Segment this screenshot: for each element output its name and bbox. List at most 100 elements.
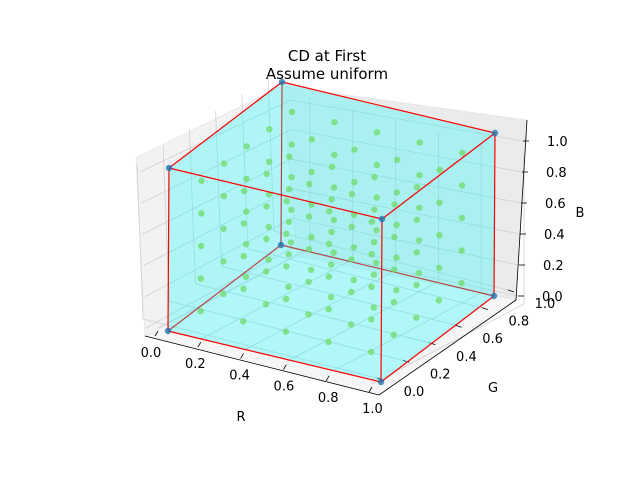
- scatter-point: [416, 172, 423, 179]
- cube-edge: [381, 132, 496, 220]
- scatter-point: [368, 218, 376, 225]
- gridline: [141, 129, 292, 204]
- scatter-point: [415, 269, 423, 277]
- y-tick-label: 0.8: [508, 315, 529, 330]
- z-axis-label: B: [576, 206, 585, 221]
- chart-title-line-2: Assume uniform: [266, 65, 388, 83]
- scatter-point: [197, 242, 205, 250]
- scatter-point: [285, 218, 293, 225]
- scatter-point: [305, 311, 312, 318]
- scatter-point: [265, 158, 273, 165]
- scatter-point: [305, 213, 313, 220]
- cube-faces: [168, 82, 495, 382]
- x-tick: [325, 375, 330, 382]
- scatter-point: [243, 175, 250, 183]
- scatter-point: [325, 240, 333, 248]
- scatter-point: [262, 268, 270, 275]
- scatter-point: [368, 283, 375, 290]
- scatter-point: [285, 186, 293, 193]
- chart-title-line-1: CD at First: [288, 47, 366, 65]
- scatter-point: [348, 223, 355, 230]
- scatter-point: [305, 246, 313, 253]
- gridline: [291, 129, 523, 173]
- scatter-point: [413, 184, 421, 191]
- z-tick-label: 0.2: [543, 259, 564, 274]
- scatter-point: [367, 348, 375, 356]
- scatter-point: [373, 227, 380, 234]
- scatter-point: [220, 225, 227, 232]
- gridline: [144, 218, 292, 298]
- scatter-point: [263, 170, 270, 177]
- axis-tick-labels: 0.00.20.40.60.81.00.00.20.40.60.81.00.00…: [141, 135, 568, 417]
- scatter-point: [391, 233, 398, 241]
- scatter-point: [416, 139, 423, 146]
- gridline: [195, 283, 430, 344]
- scatter-point: [351, 146, 358, 153]
- scatter-point: [240, 187, 248, 195]
- scatter-point: [243, 208, 250, 215]
- gridline: [286, 281, 439, 362]
- scatter-point: [328, 261, 335, 268]
- scatter-point: [327, 294, 335, 301]
- scatter-point: [263, 235, 270, 243]
- scatter-point: [243, 143, 250, 150]
- cube-back-edges: [167, 81, 495, 332]
- scatter-point: [306, 180, 313, 188]
- scatter-point: [393, 189, 401, 196]
- scatter-point: [325, 273, 333, 280]
- y-tick-label: 0.6: [482, 332, 503, 347]
- scatter-point: [390, 266, 398, 273]
- cube-front-edges: [167, 81, 496, 383]
- x-tick-label: 0.4: [229, 368, 250, 383]
- scatter-point: [435, 264, 443, 271]
- scatter-point: [325, 306, 332, 313]
- scatter-point: [458, 247, 465, 254]
- scatter-point: [220, 290, 227, 298]
- cube-face: [281, 82, 495, 296]
- scatter-point: [283, 198, 290, 205]
- cube-face: [168, 82, 282, 331]
- x-axis-line: [144, 335, 380, 396]
- cube-edge-hidden: [280, 244, 495, 297]
- z-axis-line: [515, 119, 528, 301]
- scatter-point: [368, 316, 375, 323]
- cube-edge: [380, 218, 383, 383]
- scatter-point: [265, 256, 272, 263]
- scatter-point: [373, 129, 381, 136]
- cube-edge-hidden: [280, 81, 283, 246]
- scatter-point: [416, 204, 423, 211]
- y-tick: [429, 342, 436, 346]
- y-tick: [455, 324, 462, 328]
- x-tick: [283, 364, 287, 370]
- y-tick-label: 1.0: [535, 297, 556, 312]
- scatter-point: [436, 232, 443, 239]
- gridline: [157, 247, 311, 329]
- scatter-point: [373, 161, 381, 169]
- scatter-point: [347, 321, 355, 328]
- x-tick-label: 0.6: [274, 380, 295, 395]
- scatter-point: [436, 199, 443, 206]
- y-tick-label: 0.4: [456, 350, 477, 365]
- z-tick-label: 1.0: [547, 135, 568, 150]
- axis-gridlines: [136, 75, 525, 385]
- corner-point: [278, 78, 286, 86]
- scatter-point: [373, 194, 380, 201]
- scatter-point: [242, 241, 250, 248]
- scatter-point: [263, 203, 270, 210]
- scatter-point: [220, 160, 228, 167]
- scatter-point: [240, 253, 247, 260]
- y-tick: [507, 289, 515, 293]
- scatter-point: [458, 280, 465, 287]
- scatter-point: [326, 208, 333, 215]
- cube-edge: [281, 81, 496, 134]
- scatter-point: [370, 239, 378, 246]
- scatter-point: [351, 179, 358, 186]
- scatter-point: [459, 149, 466, 156]
- scatter-point: [308, 136, 316, 143]
- x-tick: [368, 386, 373, 393]
- corner-point: [164, 327, 172, 335]
- corner-point: [490, 292, 498, 300]
- axis-panes: [135, 85, 528, 396]
- y-tick: [481, 307, 488, 310]
- scatter-point: [371, 206, 378, 213]
